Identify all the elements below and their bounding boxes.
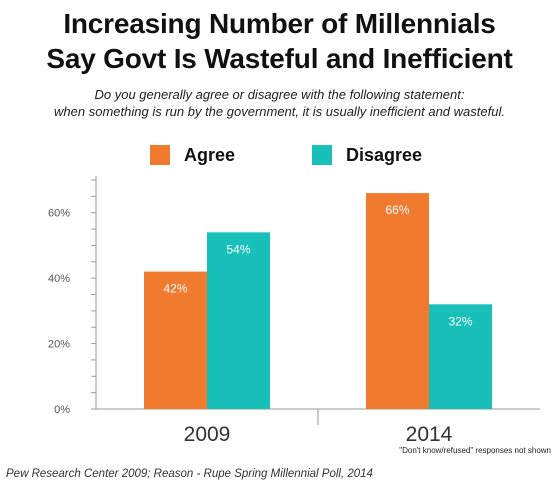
x-category-label: 2014 (406, 423, 453, 446)
chart-title-line-2: Say Govt Is Wasteful and Inefficient (46, 43, 513, 74)
legend-swatch-disagree (312, 145, 332, 165)
bar-value-label: 66% (385, 203, 409, 217)
bar-disagree-2014 (429, 304, 492, 409)
bar-value-label: 54% (226, 242, 250, 256)
chart-title-line-1: Increasing Number of Millennials (63, 8, 496, 39)
y-tick-label: 20% (48, 339, 70, 351)
y-tick-label: 40% (48, 273, 70, 285)
footnote: "Don't know/refused" responses not shown (399, 446, 551, 455)
y-tick-label: 60% (48, 208, 70, 220)
bar-agree-2014 (366, 193, 429, 409)
chart-subtitle: Do you generally agree or disagree with … (0, 86, 559, 120)
chart-subtitle-line-1: Do you generally agree or disagree with … (94, 87, 465, 102)
bar-value-label: 42% (163, 282, 187, 296)
bar-value-label: 32% (448, 314, 472, 328)
chart-title: Increasing Number of Millennials Say Gov… (0, 6, 559, 76)
bar-disagree-2009 (207, 232, 270, 409)
chart-subtitle-line-2: when something is run by the government,… (54, 104, 505, 119)
legend-label-agree: Agree (184, 145, 236, 165)
x-category-label: 2009 (184, 423, 231, 446)
legend-swatch-agree (150, 145, 170, 165)
source-note: Pew Research Center 2009; Reason - Rupe … (6, 468, 373, 480)
bar-agree-2009 (144, 271, 207, 409)
legend-label-disagree: Disagree (346, 145, 423, 165)
y-tick-label: 0% (54, 404, 70, 416)
